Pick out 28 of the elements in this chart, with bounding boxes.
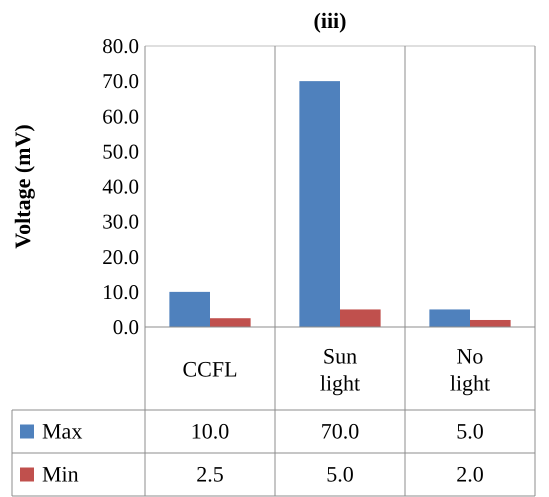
data-label: 5.0	[456, 418, 484, 444]
chart-title: (iii)	[314, 8, 346, 33]
legend-label: Min	[42, 462, 79, 486]
y-tick-label: 30.0	[102, 210, 139, 234]
y-tick-label: 50.0	[102, 139, 139, 164]
data-label: 2.5	[196, 462, 224, 486]
x-tick-label: Sun light	[320, 344, 360, 396]
bar	[169, 292, 210, 327]
legend-label: Max	[42, 418, 82, 444]
y-tick-label: 0.0	[112, 315, 139, 339]
bar	[470, 320, 511, 327]
y-axis-title: Voltage (mV)	[10, 124, 35, 249]
data-label: 2.0	[456, 462, 484, 486]
data-label: 10.0	[190, 418, 230, 444]
x-tick-label: No light	[450, 344, 490, 396]
y-tick-label: 60.0	[102, 104, 139, 128]
data-label: 70.0	[320, 418, 360, 444]
y-tick-label: 10.0	[102, 280, 139, 304]
y-tick-label: 20.0	[102, 244, 139, 269]
bar	[210, 318, 251, 327]
y-tick-label: 40.0	[102, 174, 139, 198]
bar	[429, 309, 470, 327]
data-label: 5.0	[326, 462, 354, 486]
y-tick-label: 70.0	[102, 69, 139, 94]
y-tick-label: 80.0	[102, 34, 139, 58]
x-tick-label: CCFL	[182, 356, 238, 382]
bar	[299, 81, 340, 327]
bar	[340, 309, 381, 327]
